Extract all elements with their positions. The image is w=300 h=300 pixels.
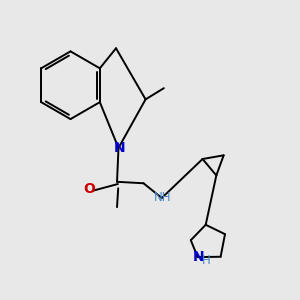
Text: H: H <box>202 254 211 267</box>
Text: O: O <box>83 182 95 196</box>
Text: NH: NH <box>154 191 171 204</box>
Text: N: N <box>192 250 204 263</box>
Text: N: N <box>114 141 125 155</box>
